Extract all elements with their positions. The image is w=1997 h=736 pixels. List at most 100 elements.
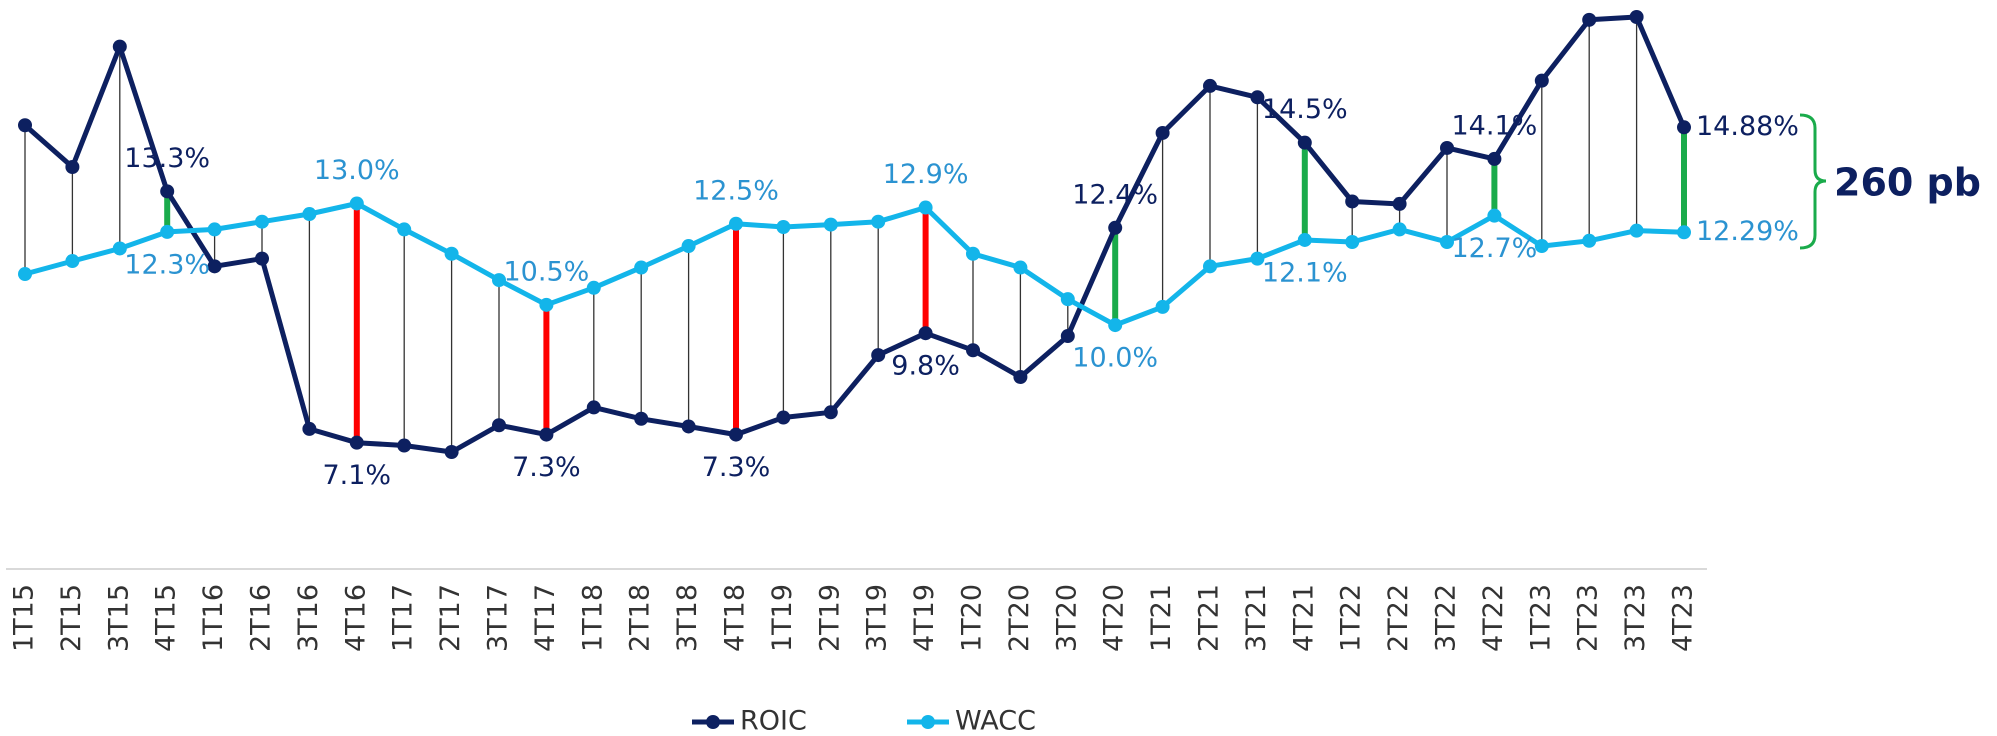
point [966, 246, 980, 261]
point [18, 267, 32, 282]
x-tick-label: 2T21 [1194, 584, 1225, 652]
x-tick-label: 2T20 [1004, 584, 1035, 652]
point [349, 435, 364, 450]
point [302, 421, 317, 436]
point [1203, 78, 1217, 93]
point [729, 427, 743, 442]
point [1392, 222, 1407, 237]
x-tick-label: 3T18 [672, 584, 703, 652]
point [1013, 370, 1028, 384]
x-tick-label: 3T15 [103, 584, 134, 652]
point [729, 216, 743, 231]
point [349, 196, 364, 211]
series-line [23, 14, 1687, 455]
point [1440, 235, 1454, 249]
data-label: 12.3% [124, 249, 210, 280]
x-tick-label: 3T22 [1431, 584, 1462, 652]
point [634, 411, 649, 426]
point [634, 260, 649, 275]
point [255, 251, 269, 266]
point [1487, 208, 1502, 223]
point [1155, 125, 1170, 140]
x-tick-label: 1T19 [767, 584, 798, 652]
x-tick-label: 3T20 [1051, 584, 1082, 652]
point [1155, 299, 1170, 314]
data-label: 14.1% [1452, 110, 1538, 141]
point [65, 254, 80, 269]
data-label: 12.29% [1696, 216, 1799, 247]
point [918, 200, 933, 215]
point [397, 222, 412, 237]
point [776, 410, 791, 425]
data-label: 14.88% [1696, 111, 1799, 142]
point [681, 419, 696, 434]
x-tick-label: 1T20 [957, 584, 988, 652]
legend-marker [706, 715, 720, 729]
point [586, 400, 601, 415]
point [444, 445, 459, 459]
data-label: 12.9% [883, 159, 969, 190]
x-tick-label: 4T18 [720, 584, 751, 652]
point [1060, 292, 1075, 307]
x-tick-label: 3T16 [293, 584, 324, 652]
legend-label: WACC [955, 706, 1036, 736]
point [1629, 10, 1644, 24]
legend-label: ROIC [740, 706, 807, 736]
data-label: 7.3% [512, 452, 581, 483]
point [160, 224, 175, 239]
bracket [1799, 113, 1827, 250]
point [1629, 223, 1644, 238]
x-tick-label: 2T18 [625, 584, 656, 652]
point [539, 297, 554, 312]
x-tick-label: 2T15 [56, 584, 87, 652]
point [18, 118, 32, 133]
data-label: 7.3% [702, 452, 771, 483]
point [539, 427, 554, 442]
point [1250, 90, 1265, 105]
point [444, 246, 459, 261]
point [302, 207, 317, 222]
point [681, 239, 696, 254]
data-label: 10.5% [504, 256, 590, 287]
point [1108, 318, 1123, 333]
x-tick-label: 1T16 [198, 584, 229, 652]
point [1250, 251, 1265, 266]
x-tick-label: 3T23 [1620, 584, 1651, 652]
data-label: 13.0% [314, 155, 400, 186]
point [1392, 196, 1407, 211]
x-tick-label: 3T19 [862, 584, 893, 652]
point [1013, 260, 1028, 275]
point [1534, 73, 1549, 88]
x-tick-label: 2T17 [435, 584, 466, 652]
point [492, 418, 506, 433]
x-tick-label: 1T22 [1336, 584, 1367, 652]
x-tick-label: 4T23 [1668, 584, 1699, 652]
point [918, 326, 933, 341]
point [1677, 120, 1691, 135]
point [1345, 194, 1360, 209]
data-label: 13.3% [124, 143, 210, 174]
point [1677, 225, 1691, 240]
x-tick-label: 4T22 [1478, 584, 1509, 652]
point [1297, 135, 1312, 150]
x-tick-label: 4T17 [530, 584, 561, 652]
x-tick-label: 1T17 [388, 584, 419, 652]
point [1203, 259, 1217, 274]
data-label: 12.7% [1452, 233, 1538, 264]
point [65, 160, 80, 174]
point [1582, 233, 1597, 248]
x-tick-label: 1T18 [577, 584, 608, 652]
data-label: 7.1% [322, 460, 391, 491]
point [397, 438, 412, 453]
point [1108, 220, 1123, 235]
x-tick-label: 1T15 [9, 584, 40, 652]
point [823, 405, 838, 420]
point [823, 217, 838, 232]
point [1060, 329, 1075, 344]
x-tick-label: 4T19 [909, 584, 940, 652]
x-tick-label: 4T15 [151, 584, 182, 652]
x-tick-label: 2T19 [814, 584, 845, 652]
x-tick-label: 2T22 [1383, 584, 1414, 652]
data-label: 12.5% [693, 175, 779, 206]
